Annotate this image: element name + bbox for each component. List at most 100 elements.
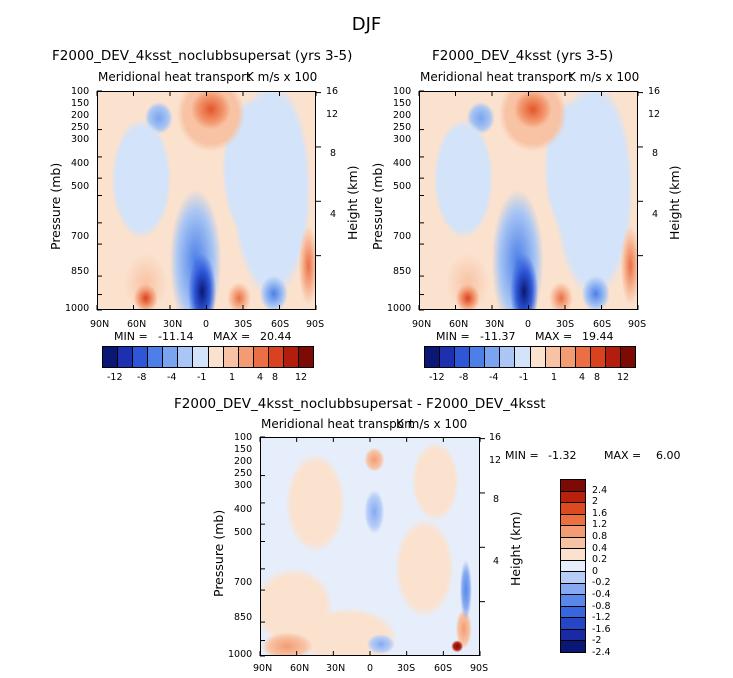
colorbar-swatch [605,347,622,367]
colorbar-swatch [545,347,561,367]
colorbar-swatch [561,560,585,573]
left-min-value: -11.14 [158,330,194,343]
colorbar-swatch [455,347,471,367]
left-y2tick: 16 [326,86,339,97]
left-cbar-label: 8 [272,372,279,383]
right-cbar-label: 8 [594,372,601,383]
right-ytick: 400 [393,158,412,169]
left-cbar-label: -1 [197,372,207,383]
diff-ylabel: Pressure (mb) [211,509,226,597]
right-y2tick: 12 [648,109,661,120]
left-cbar-label: 4 [257,372,264,383]
diff-xtick: 90S [470,663,489,674]
diff-cbar-label: -2.4 [592,647,611,658]
right-ytick: 300 [393,134,412,145]
figure-title: DJF [351,14,382,35]
colorbar-swatch [561,526,585,538]
right-xtick: 0 [525,319,532,330]
left-ytick: 850 [71,266,90,277]
left-xtick: 30N [163,319,183,330]
left-ytick: 700 [71,231,90,242]
right-ytick: 500 [393,181,412,192]
right-colorbar [424,346,636,368]
right-cbar-label: -1 [519,372,529,383]
left-ytick: 200 [71,110,90,121]
colorbar-swatch [193,347,209,367]
left-ytick: 100 [71,86,90,97]
diff-cbar-label: 2 [592,496,599,508]
left-min-label: MIN = [114,330,148,343]
left-y2tick: 12 [326,109,339,120]
right-panel-units: K m/s x 100 [568,70,640,84]
colorbar-swatch [575,347,591,367]
colorbar-swatch [561,491,585,504]
diff-cbar-label: -0.4 [592,589,611,600]
right-xtick: 60S [593,319,612,330]
right-max-value: 19.44 [582,330,614,343]
colorbar-swatch [561,549,585,561]
diff-cbar-label: 0.8 [592,531,608,542]
diff-cbar-label: -0.8 [592,600,611,612]
left-ytick: 1000 [65,303,90,314]
colorbar-swatch [561,572,585,584]
right-xtick: 30S [556,319,575,330]
right-panel-subtitle: Meridional heat transport [420,70,573,84]
left-xtick: 90S [306,319,325,330]
colorbar-swatch [238,347,254,367]
colorbar-swatch [253,347,269,367]
colorbar-swatch [560,347,576,367]
diff-panel-title: F2000_DEV_4ksst_noclubbsupersat - F2000_… [174,396,546,412]
diff-ytick: 100 [234,432,253,443]
colorbar-swatch [621,347,636,367]
diff-cbar-label: -2 [592,635,602,647]
diff-ytick: 700 [234,577,253,588]
colorbar-swatch [561,583,585,596]
left-xtick: 60N [127,319,147,330]
diff-xtick: 30N [326,663,346,674]
left-ytick: 300 [71,134,90,145]
diff-xtick: 60S [434,663,453,674]
colorbar-swatch [561,514,585,527]
left-colorbar [102,346,314,368]
diff-y2tick: 4 [493,556,500,567]
right-cbar-label: -8 [459,372,469,383]
right-ytick: 150 [393,98,412,109]
colorbar-swatch [590,347,606,367]
left-cbar-label: 1 [229,372,236,383]
colorbar-swatch [500,347,516,367]
left-xtick: 60S [271,319,290,330]
diff-y2tick: 8 [493,494,500,505]
left-cbar-label: -8 [137,372,147,383]
colorbar-swatch [208,347,224,367]
colorbar-swatch [133,347,149,367]
diff-plot-area [260,437,480,656]
right-panel-title: F2000_DEV_4ksst (yrs 3-5) [432,48,614,64]
left-max-label: MAX = [213,330,251,343]
right-cbar-label: 12 [617,372,630,383]
right-ytick: 250 [393,122,412,133]
left-ytick: 500 [71,181,90,192]
colorbar-swatch [515,347,531,367]
right-ytick: 700 [393,231,412,242]
colorbar-swatch [268,347,284,367]
colorbar-swatch [561,537,585,550]
diff-cbar-label: -1.6 [592,623,611,635]
colorbar-swatch [485,347,501,367]
diff-cbar-label: 1.6 [592,507,608,519]
right-y2tick: 16 [648,86,661,97]
diff-panel-subtitle: Meridional heat transport [261,417,414,431]
right-y2tick: 8 [652,148,659,159]
diff-y2tick: 16 [489,432,502,443]
diff-panel-units: K m/s x 100 [396,417,468,431]
right-min-value: -11.37 [480,330,516,343]
diff-ytick: 1000 [228,649,253,660]
left-contour-fill [98,92,315,309]
colorbar-swatch [299,347,314,367]
diff-xtick: 60N [290,663,310,674]
diff-xtick: 30S [397,663,416,674]
diff-ytick: 500 [234,527,253,538]
colorbar-swatch [530,347,546,367]
right-xtick: 90S [628,319,647,330]
